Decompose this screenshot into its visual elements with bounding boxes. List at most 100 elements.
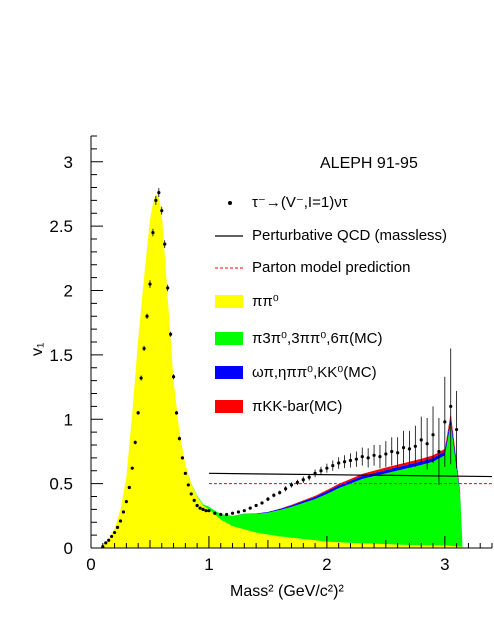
data-point [337,461,341,465]
data-point [407,447,412,451]
data-point [133,440,137,445]
data-point [396,451,400,455]
data-point [198,506,202,510]
data-point [148,282,152,286]
data-point [110,534,114,539]
data-point [384,452,388,456]
legend-swatch [215,295,243,308]
data-point [313,471,317,475]
data-point [348,458,353,463]
data-point [236,510,241,514]
data-point [278,491,282,495]
data-point [183,471,187,475]
data-point [401,445,406,450]
data-point [354,457,358,461]
legend-label: ωπ,ηππ⁰,KK⁰(MC) [252,364,377,381]
data-point [160,209,164,213]
data-point [301,478,305,482]
area-1 [102,193,463,548]
data-point [331,464,335,468]
data-point [242,509,246,513]
data-point [295,480,299,484]
data-point [289,483,294,487]
legend-marker [228,201,232,205]
x-tick-label: 1 [204,555,213,574]
data-point [437,449,441,454]
data-point [118,519,123,523]
data-point [174,411,179,415]
data-point [192,498,196,502]
data-point [219,512,223,517]
legend-item-5: π3π⁰,3ππ⁰,6π(MC) [215,330,382,347]
data-point [130,466,134,470]
data-point [342,460,347,464]
data-point [372,453,376,457]
legend-label: π3π⁰,3ππ⁰,6π(MC) [252,330,382,347]
data-point [319,469,323,473]
legend-item-2: Perturbative QCD (massless) [215,227,447,244]
data-point [115,525,120,530]
legend-label: πKK-bar(MC) [252,398,342,415]
legend-item-7: πKK-bar(MC) [215,398,342,415]
data-point [254,503,258,508]
data-point [163,242,167,246]
y-tick-label: 1.5 [49,346,73,365]
data-point [419,438,423,442]
legend: τ⁻→(V⁻,I=1)ντ Perturbative QCD (massless)… [215,194,447,415]
data-point [307,475,311,479]
axes: 0 1 2 3 0 0.5 1 1.5 2 2.5 3 [49,135,493,574]
y-tick-label: 1 [64,410,73,429]
area-2 [102,193,463,547]
data-point [413,444,417,448]
stacked-areas [102,193,463,548]
y-tick-label: 2 [64,282,73,301]
data-point [124,500,128,504]
data-point [145,314,149,318]
data-point [207,509,211,513]
data-point [449,404,453,408]
data-point [431,433,435,437]
data-point [154,198,158,202]
data-point [127,485,131,490]
data-point [166,286,170,290]
y-axis-title: v₁ [29,343,46,356]
x-tick-label: 3 [440,555,449,574]
data-point [180,456,185,460]
experiment-label: ALEPH 91-95 [320,155,418,172]
data-point [151,230,155,235]
y-tick-label: 3 [64,153,73,172]
x-tick-label: 2 [322,555,331,574]
legend-swatch [215,400,243,413]
legend-item-4: ππ⁰ [215,293,279,310]
data-point [248,506,252,510]
y-tick-label: 0.5 [49,475,73,494]
data-point [325,466,329,470]
data-point [201,507,205,511]
data-point [230,511,235,515]
data-point [189,492,193,496]
qcd-line [208,472,493,478]
legend-item-1: τ⁻→(V⁻,I=1)ντ [228,194,348,211]
data-point [195,503,199,508]
y-tick-label: 2.5 [49,217,73,236]
data-point [142,346,146,351]
legend-swatch [215,366,243,379]
data-point [225,512,229,517]
data-point [378,454,382,459]
data-point [366,456,370,460]
legend-item-6: ωπ,ηππ⁰,KK⁰(MC) [215,364,377,381]
data-point [266,497,270,501]
data-point [390,449,394,454]
legend-label: Parton model prediction [252,259,410,276]
legend-label: Perturbative QCD (massless) [252,227,447,244]
data-point [284,487,288,491]
data-point [443,420,447,424]
data-point [104,541,108,545]
data-point [272,493,276,497]
data-point [139,376,143,380]
data-point [171,375,176,379]
data-point [213,511,217,515]
data-point [425,442,429,446]
data-point [157,191,161,195]
